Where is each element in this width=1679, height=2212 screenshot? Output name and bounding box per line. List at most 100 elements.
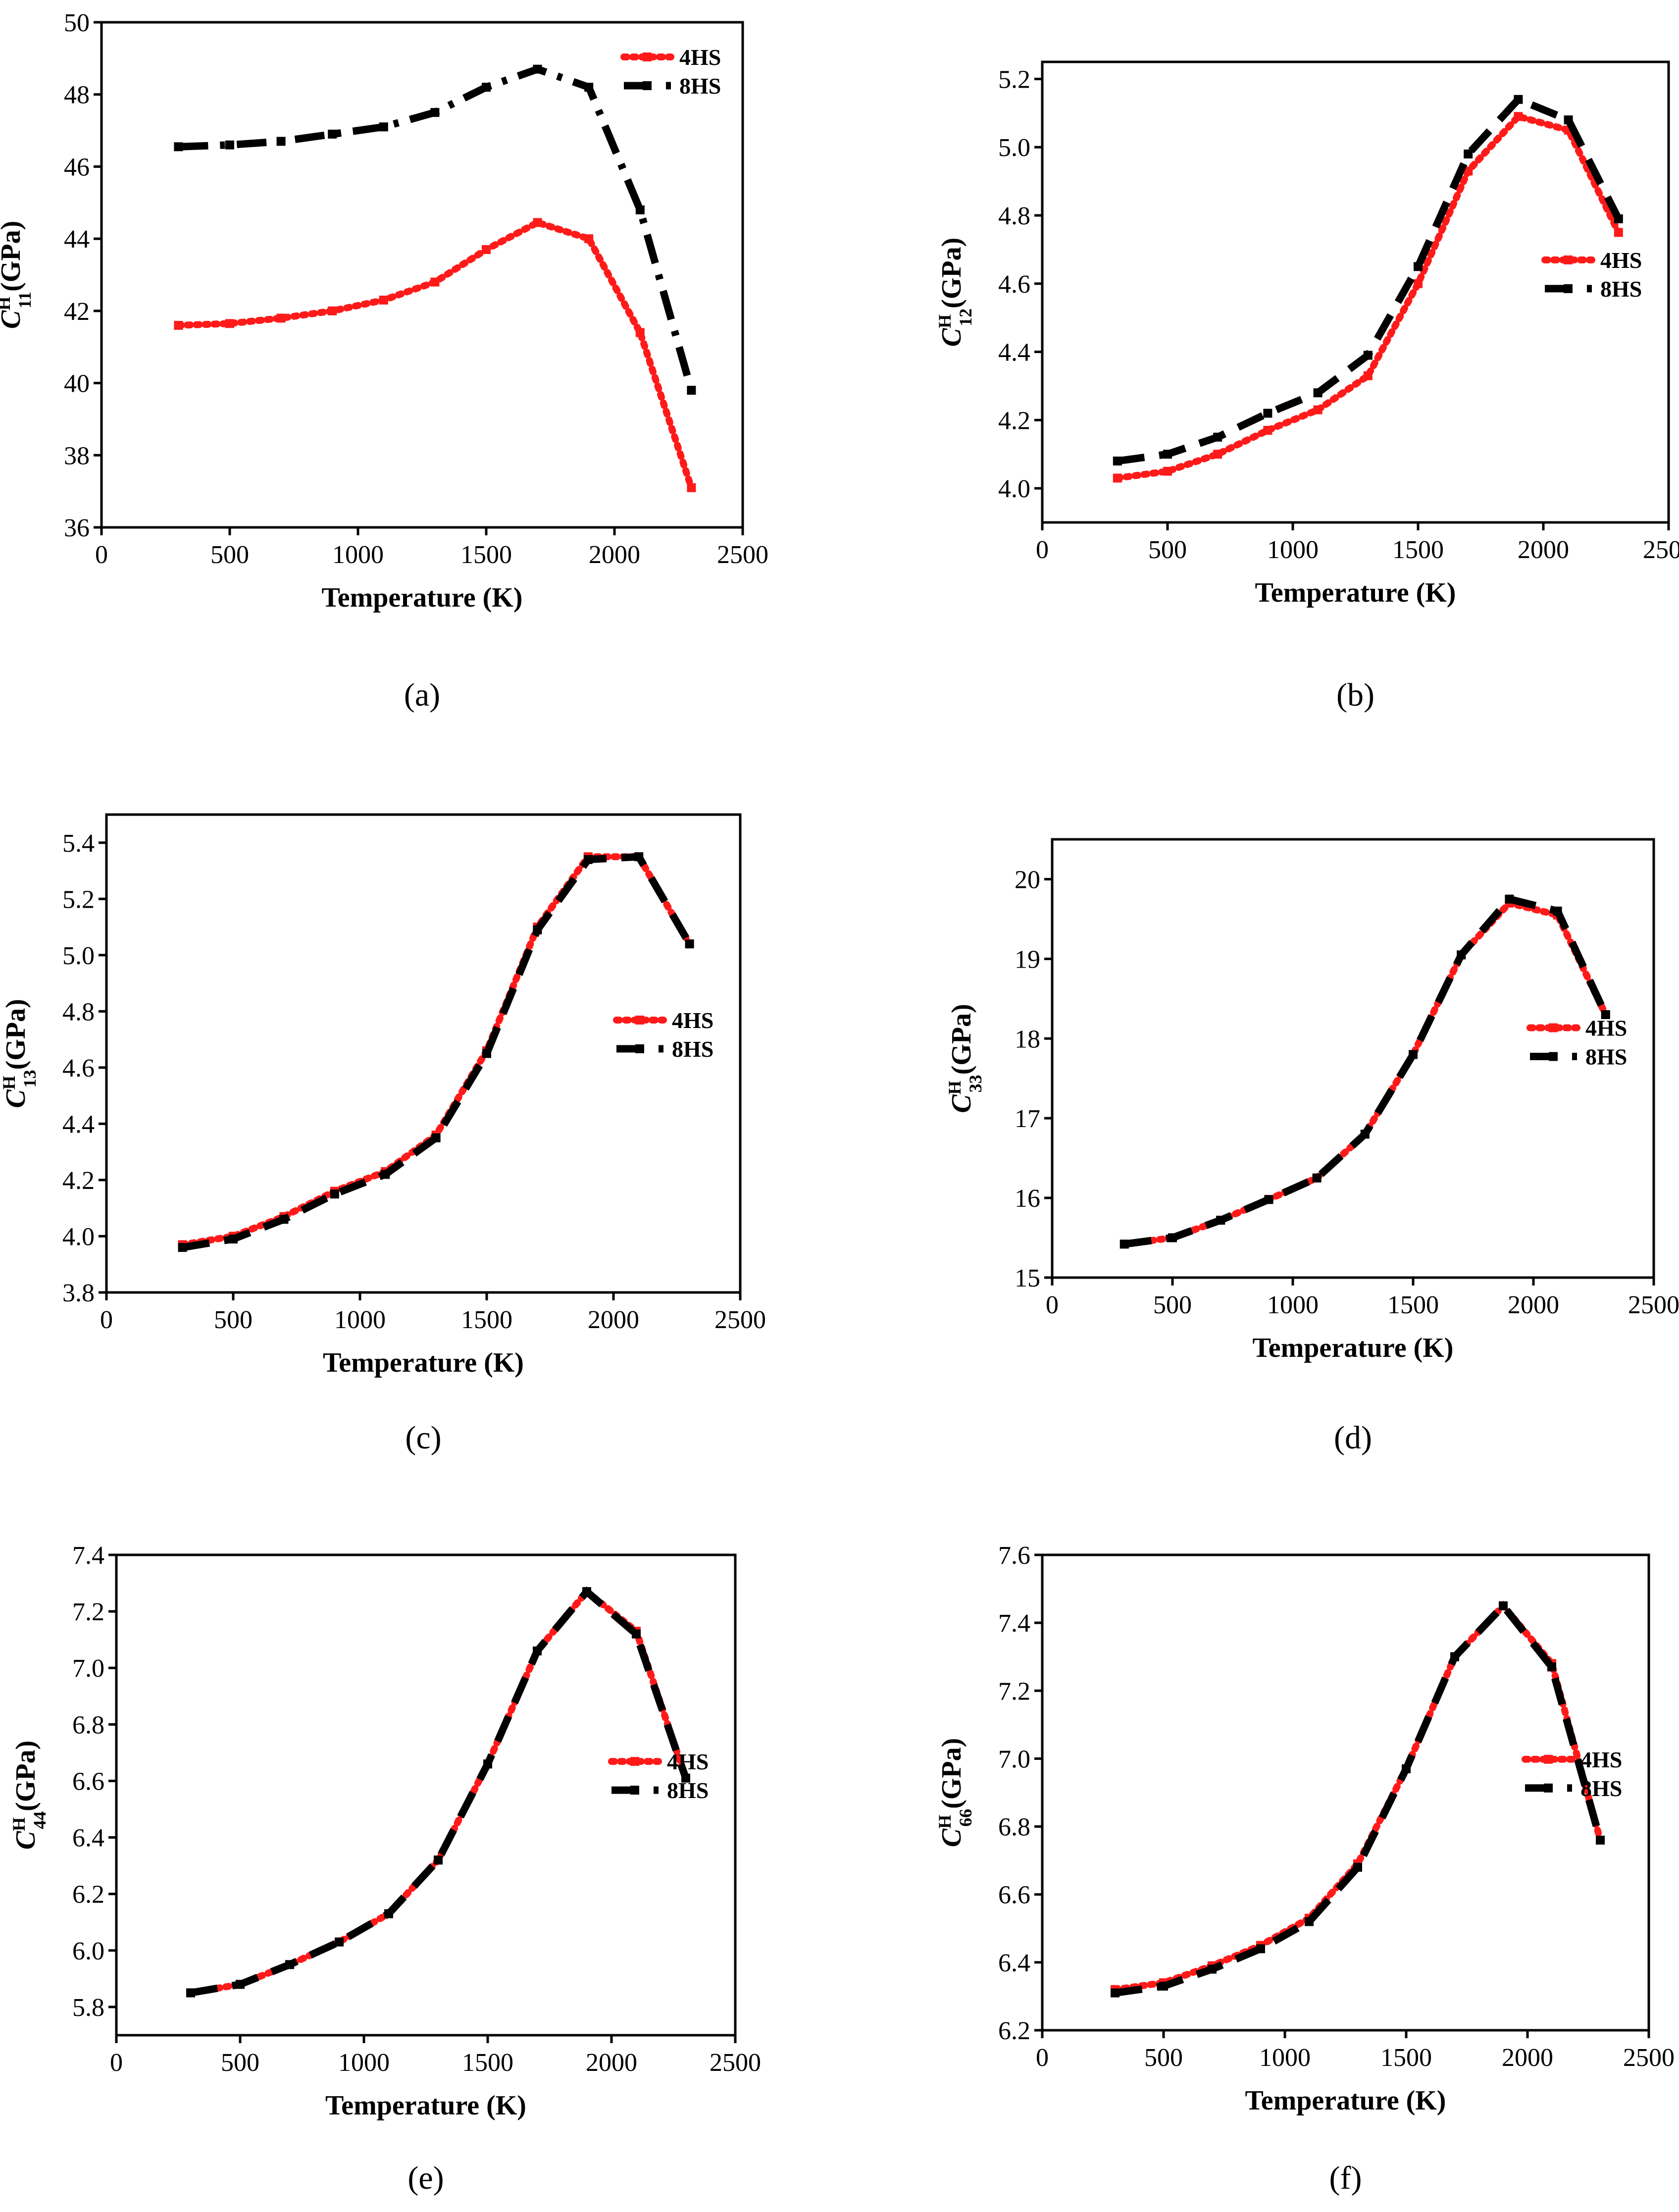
- x-tick-label: 500: [1144, 2044, 1183, 2072]
- x-tick-label: 2000: [588, 1306, 639, 1334]
- data-point-4HS: [430, 277, 440, 287]
- x-axis-title: Temperature (K): [325, 2090, 526, 2121]
- y-tick-label: 6.4: [998, 1949, 1030, 1977]
- data-point-4HS: [328, 306, 337, 315]
- legend-label-4HS: 4HS: [1585, 1016, 1627, 1041]
- x-tick-label: 0: [1036, 536, 1049, 564]
- data-point-8HS: [533, 64, 542, 74]
- y-axis-symbol: C: [946, 1094, 977, 1113]
- data-point-8HS: [1547, 1662, 1556, 1672]
- x-tick-label: 0: [100, 1306, 113, 1334]
- data-point-4HS: [276, 313, 286, 323]
- y-tick-label: 19: [1015, 945, 1040, 974]
- y-tick-label: 4.0: [62, 1223, 95, 1251]
- x-tick-label: 2500: [1628, 1291, 1679, 1319]
- x-tick-label: 2000: [589, 541, 640, 569]
- legend-label-4HS: 4HS: [672, 1008, 713, 1033]
- y-axis-symbol: C: [0, 310, 26, 329]
- data-point-4HS: [1363, 371, 1373, 380]
- y-axis-symbol: C: [936, 1828, 967, 1847]
- panel-caption: (f): [1329, 2160, 1362, 2196]
- data-point-4HS: [584, 234, 594, 244]
- y-axis-unit: (GPa): [936, 1738, 967, 1809]
- x-tick-label: 1000: [1267, 536, 1319, 564]
- data-point-8HS: [174, 142, 183, 152]
- y-tick-label: 4.2: [998, 407, 1030, 435]
- x-tick-label: 1500: [460, 541, 512, 569]
- y-axis-subscript: 66: [956, 1809, 975, 1827]
- data-point-4HS: [482, 245, 491, 254]
- y-axis-superscript: H: [945, 1080, 965, 1094]
- data-point-8HS: [1163, 450, 1172, 459]
- y-axis-subscript: 13: [20, 1070, 40, 1087]
- x-tick-label: 1000: [1259, 2044, 1311, 2072]
- data-point-4HS: [1414, 279, 1423, 288]
- y-tick-label: 4.0: [998, 475, 1030, 503]
- x-axis-title: Temperature (K): [1245, 2085, 1446, 2116]
- y-tick-label: 7.6: [998, 1542, 1030, 1570]
- data-point-8HS: [225, 140, 234, 150]
- y-axis-unit: (GPa): [946, 1004, 977, 1075]
- data-point-8HS: [1264, 1195, 1273, 1204]
- x-tick-label: 500: [221, 2049, 259, 2077]
- y-tick-label: 4.8: [62, 998, 95, 1026]
- data-point-8HS: [1505, 894, 1514, 904]
- data-point-8HS: [1514, 95, 1523, 104]
- y-axis-symbol: C: [0, 1089, 31, 1108]
- data-point-8HS: [434, 1855, 443, 1865]
- legend-marker-4HS: [1549, 1023, 1558, 1032]
- data-point-8HS: [533, 1646, 542, 1655]
- y-axis-subscript: 11: [15, 292, 35, 309]
- chart-panel-5: 0 500 1000 1500 2000 2500 5.8 6.0 6.2 6.4 6.6 6.8 7.…: [9, 1542, 761, 2196]
- x-tick-label: 1000: [332, 541, 384, 569]
- data-point-8HS: [1464, 150, 1473, 158]
- x-tick-label: 2000: [1502, 2044, 1553, 2072]
- data-point-8HS: [1313, 388, 1323, 398]
- y-axis-unit: (GPa): [0, 221, 26, 292]
- chart-panel-2: 0 500 1000 1500 2000 2500 4.0 4.2 4.4 4.6 4.8 5.0 5.…: [935, 60, 1679, 713]
- y-tick-label: 38: [64, 442, 90, 470]
- x-axis-title: Temperature (K): [1255, 577, 1456, 608]
- series-line-4HS: [179, 853, 693, 1248]
- y-axis-title: CH12(GPa): [935, 238, 975, 347]
- y-tick-label: 7.2: [998, 1677, 1030, 1705]
- x-tick-label: 1000: [338, 2049, 390, 2077]
- data-point-8HS: [178, 1243, 187, 1252]
- y-axis-title: CH11(GPa): [0, 221, 35, 329]
- x-axis-title: Temperature (K): [1253, 1333, 1454, 1363]
- data-point-8HS: [1256, 1944, 1265, 1954]
- data-point-8HS: [1113, 457, 1122, 465]
- y-axis-subscript: 44: [30, 1811, 50, 1829]
- y-tick-label: 4.4: [62, 1110, 95, 1138]
- panel-caption: (c): [405, 1420, 441, 1456]
- data-point-4HS: [1464, 166, 1473, 176]
- chart-panel-1: 0 500 1000 1500 2000 2500 36 38 40 42 44 46 48 50 Temp…: [0, 9, 768, 713]
- data-point-8HS: [229, 1235, 238, 1244]
- y-tick-label: 7.4: [998, 1609, 1030, 1638]
- y-axis-title: CH44(GPa): [9, 1741, 50, 1850]
- data-point-8HS: [533, 925, 542, 934]
- y-tick-label: 7.0: [72, 1654, 104, 1683]
- data-point-8HS: [584, 83, 594, 92]
- y-axis-title: CH13(GPa): [0, 999, 40, 1108]
- data-point-8HS: [681, 1773, 690, 1783]
- data-point-8HS: [1402, 1764, 1411, 1773]
- plot-frame: [1041, 60, 1670, 524]
- y-tick-label: 7.0: [998, 1745, 1030, 1773]
- data-point-8HS: [1363, 351, 1373, 360]
- data-point-8HS: [186, 1988, 195, 1998]
- plot-frame: [1051, 838, 1655, 1279]
- series-line-4HS: [1112, 1600, 1604, 1993]
- series-line-8HS: [1123, 895, 1609, 1248]
- legend-label-4HS: 4HS: [679, 45, 721, 70]
- data-point-8HS: [635, 205, 645, 214]
- data-point-8HS: [1168, 1233, 1177, 1242]
- y-tick-label: 6.0: [72, 1937, 104, 1965]
- x-tick-label: 500: [1148, 536, 1187, 564]
- series-line-8HS: [178, 65, 695, 392]
- data-point-8HS: [482, 83, 491, 92]
- legend-label-8HS: 8HS: [667, 1778, 709, 1803]
- y-tick-label: 44: [64, 225, 90, 254]
- data-point-8HS: [1409, 1050, 1418, 1059]
- x-tick-label: 500: [1153, 1291, 1192, 1319]
